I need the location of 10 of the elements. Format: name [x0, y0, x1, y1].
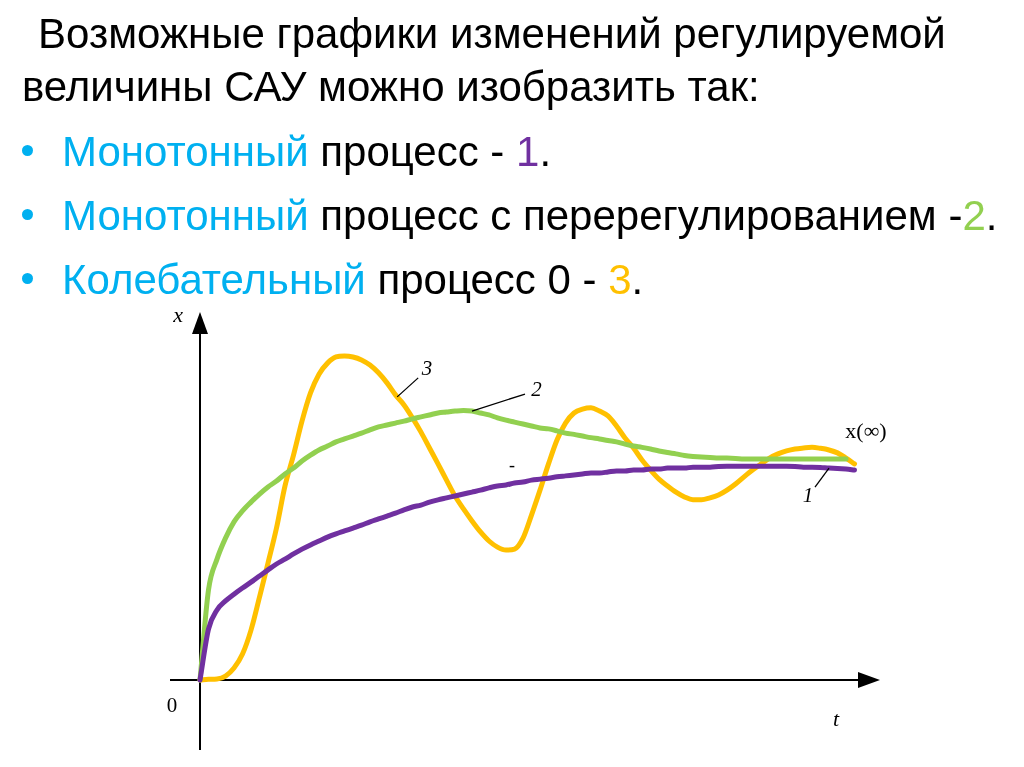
annotation: x(∞)	[845, 417, 887, 443]
series-label: 3	[420, 356, 433, 381]
text: Монотонный процесс - 1. Монотонный процесс с перерегулированием -2. Колебательный процесс 0 - 3.	[62, 128, 998, 303]
series-label: 2	[531, 376, 543, 401]
text: 0	[166, 692, 178, 717]
series-label: 1	[802, 483, 814, 508]
chart-title: Возможные графики изменений регулируемой величины САУ можно изобразить так:	[22, 9, 947, 112]
annotation: -	[509, 454, 516, 475]
y-axis-title: x	[172, 301, 184, 327]
x-axis-title: t	[832, 705, 840, 731]
